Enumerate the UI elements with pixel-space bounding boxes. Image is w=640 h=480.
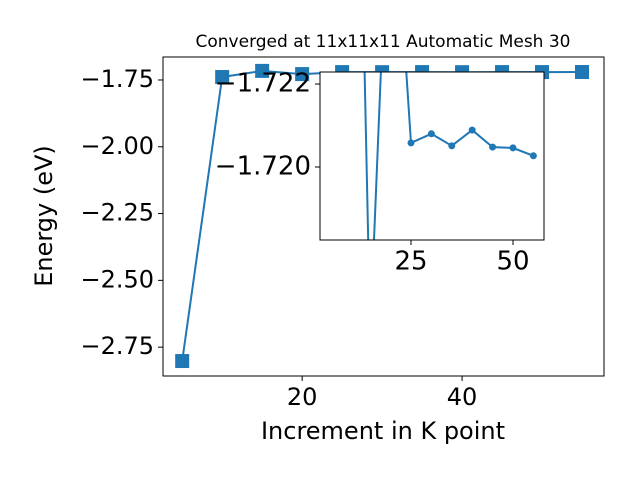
data-point — [295, 67, 310, 82]
data-point — [448, 142, 456, 150]
y-tick-label: −1.75 — [80, 65, 154, 93]
y-tick-label: −2.75 — [80, 332, 154, 360]
y-tick-label: −2.50 — [80, 265, 154, 293]
y-tick-label: −1.720 — [215, 151, 311, 181]
axes-frame — [162, 56, 605, 377]
data-point — [215, 70, 230, 85]
x-axis-label: Increment in K point — [261, 417, 505, 445]
data-point — [175, 354, 190, 369]
chart-title: Converged at 11x11x11 Automatic Mesh 30 — [196, 32, 571, 52]
y-tick-label: −1.722 — [215, 69, 311, 99]
x-tick-label: 20 — [287, 383, 318, 411]
x-tick-label: 40 — [447, 383, 478, 411]
data-point — [489, 143, 497, 151]
plot-area — [320, 72, 544, 240]
data-point — [427, 130, 435, 138]
data-point — [529, 152, 537, 160]
y-tick-label: −2.25 — [80, 199, 154, 227]
inset-axes: 25 50 −1.722 −1.720 — [215, 69, 545, 277]
data-point — [255, 63, 270, 78]
data-point — [407, 139, 415, 147]
data-point — [575, 65, 590, 80]
x-tick-label: 50 — [496, 247, 529, 277]
x-tick-label: 25 — [394, 247, 427, 277]
y-tick-label: −2.00 — [80, 132, 154, 160]
axes-frame — [319, 71, 545, 241]
data-point — [509, 144, 517, 152]
plot-clip — [363, 72, 537, 240]
data-point — [468, 126, 476, 134]
y-axis-label: Energy (eV) — [30, 145, 58, 287]
